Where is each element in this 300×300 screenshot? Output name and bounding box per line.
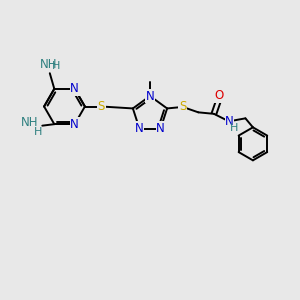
Text: S: S [98, 100, 105, 113]
Text: N: N [156, 122, 165, 135]
Text: NH: NH [21, 116, 39, 129]
Text: NH: NH [40, 58, 57, 71]
Text: N: N [146, 89, 154, 103]
Text: H: H [230, 123, 238, 133]
Text: O: O [215, 89, 224, 102]
Text: N: N [225, 116, 234, 128]
Text: H: H [34, 127, 42, 137]
Text: N: N [70, 118, 79, 131]
Text: S: S [179, 100, 186, 113]
Text: N: N [70, 82, 79, 95]
Text: N: N [135, 122, 144, 135]
Text: H: H [52, 61, 60, 71]
